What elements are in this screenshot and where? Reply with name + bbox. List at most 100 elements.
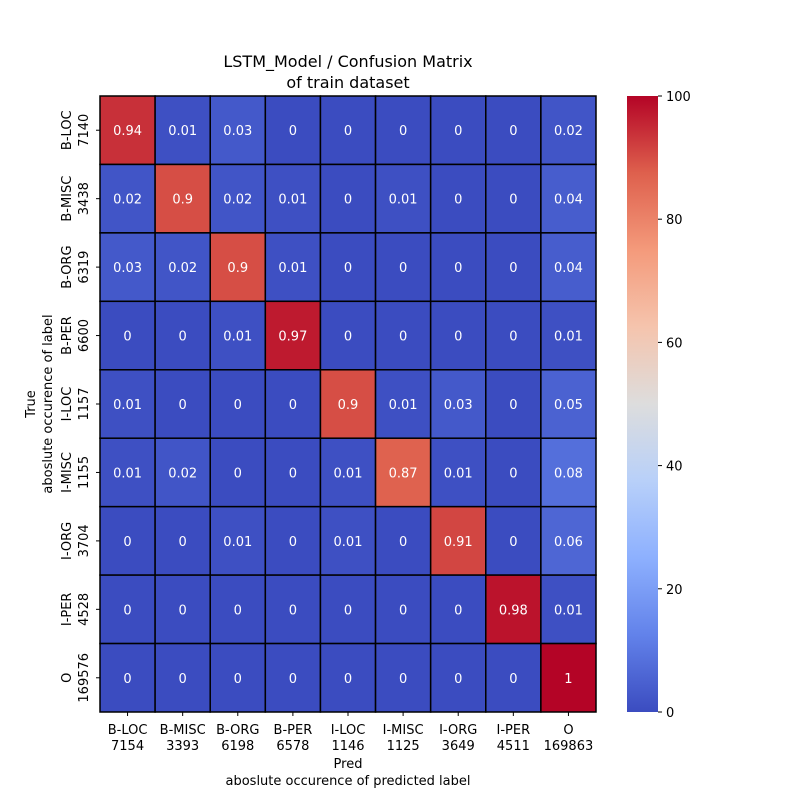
heatmap-cell [540,369,597,439]
heatmap-cell [485,163,542,234]
y-tick-count: 6319 [77,251,92,284]
heatmap-cell [319,232,377,303]
x-axis-label-line2: aboslute occurence of predicted label [226,774,471,789]
cell-value-label: 0.94 [113,124,142,139]
cell-value-label: 0.08 [554,466,583,481]
cell-value-label: 0 [509,330,517,345]
cell-value-label: 0.03 [444,398,473,413]
cell-value-label: 0.02 [113,193,142,208]
cell-value-label: 0 [234,672,242,687]
heatmap-cell [99,642,156,713]
heatmap-cell [540,642,597,713]
x-tick-count: 169863 [544,739,594,754]
cell-value-label: 0 [399,124,407,139]
cell-value-label: 0 [399,672,407,687]
cell-value-label: 0.06 [554,535,583,550]
cell-value-label: 0.01 [554,603,583,618]
cell-value-label: 0.01 [168,124,197,139]
cell-value-label: 0 [179,398,187,413]
cell-value-label: 0 [399,603,407,618]
cell-value-label: 0 [179,603,187,618]
heatmap-cell [99,574,156,645]
y-tick-labels: B-LOC 7140 B-MISC 3438 B-ORG 6319 B-PER 6600 I-L… [60,110,100,703]
cell-value-label: 0.9 [338,398,359,413]
heatmap-cell [429,505,487,576]
heatmap-cell [154,300,211,371]
cell-value-label: 0.01 [389,193,418,208]
cell-value-label: 0.01 [223,535,252,550]
heatmap-cell [264,437,322,508]
heatmap-cell [154,95,211,166]
cell-value-label: 0.03 [113,261,142,276]
x-tick-count: 3393 [166,739,199,754]
heatmap-cell [209,642,267,713]
heatmap-cell [264,232,322,303]
cell-value-label: 0 [123,672,131,687]
heatmap-cell [540,163,597,234]
cell-value-label: 0.01 [223,330,252,345]
cell-value-label: 0 [454,261,462,276]
x-tick-label: I-MISC [383,723,424,738]
cell-value-label: 0 [509,124,517,139]
cell-value-label: 0 [454,124,462,139]
heatmap-cell [264,642,322,713]
cell-value-label: 0 [344,603,352,618]
x-tick-count: 1125 [387,739,420,754]
heatmap-cell [154,642,211,713]
cell-value-label: 0 [509,466,517,481]
x-tick-label: I-PER [497,723,531,738]
x-tick-count: 6198 [221,739,254,754]
heatmap-cell [209,437,267,508]
heatmap-cell [374,437,432,508]
y-tick-count: 3704 [77,524,92,557]
heatmap-cell [374,95,432,166]
cell-value-label: 0.02 [168,261,197,276]
chart-title-line1: LSTM_Model / Confusion Matrix [223,52,472,72]
cell-value-label: 0 [123,535,131,550]
cell-value-label: 0 [399,261,407,276]
colorbar-tick-label: 0 [666,706,674,721]
y-tick-count: 1155 [77,456,92,489]
cell-value-label: 0.02 [554,124,583,139]
y-tick-label: B-ORG [60,245,75,288]
cell-value-label: 0.01 [113,398,142,413]
y-tick-label: O [60,673,75,683]
cell-value-label: 0 [344,330,352,345]
heatmap-cell [374,642,432,713]
colorbar-tick-label: 60 [666,336,683,351]
y-axis-label-line2: aboslute occurence of label [41,314,56,493]
heatmap-cell [99,163,156,234]
cell-value-label: 0 [123,603,131,618]
x-tick-label: I-ORG [439,723,477,738]
colorbar-tick-label: 100 [666,90,691,105]
heatmap-cell [540,300,597,371]
y-tick-count: 3438 [77,182,92,215]
cell-value-label: 0 [179,330,187,345]
cell-value-label: 0 [234,603,242,618]
heatmap-cell [319,437,377,508]
x-tick-label: B-PER [274,723,313,738]
cell-value-label: 0.03 [223,124,252,139]
heatmap-cell [319,163,377,234]
cell-value-label: 0 [454,672,462,687]
heatmap-cell [99,505,156,576]
cell-value-label: 0 [179,672,187,687]
cell-value-label: 0 [289,603,297,618]
cell-value-label: 0 [179,535,187,550]
heatmap-cells: 0.94 0.01 0.03 0 0 0 0 0 0.02 0.02 0.9 0.02 0.01 0 0.0… [99,95,597,713]
x-tick-count: 1146 [331,739,364,754]
cell-value-label: 0.01 [278,261,307,276]
cell-value-label: 0 [289,124,297,139]
heatmap-cell [540,437,597,508]
cell-value-label: 0 [509,261,517,276]
heatmap-cell [429,642,487,713]
heatmap-cell [154,437,211,508]
cell-value-label: 0 [454,193,462,208]
heatmap-cell [209,574,267,645]
heatmap-cell [429,574,487,645]
cell-value-label: 0 [234,398,242,413]
y-tick-label: B-LOC [60,110,75,150]
y-tick-label: I-PER [60,593,75,627]
x-tick-label: B-MISC [160,723,206,738]
